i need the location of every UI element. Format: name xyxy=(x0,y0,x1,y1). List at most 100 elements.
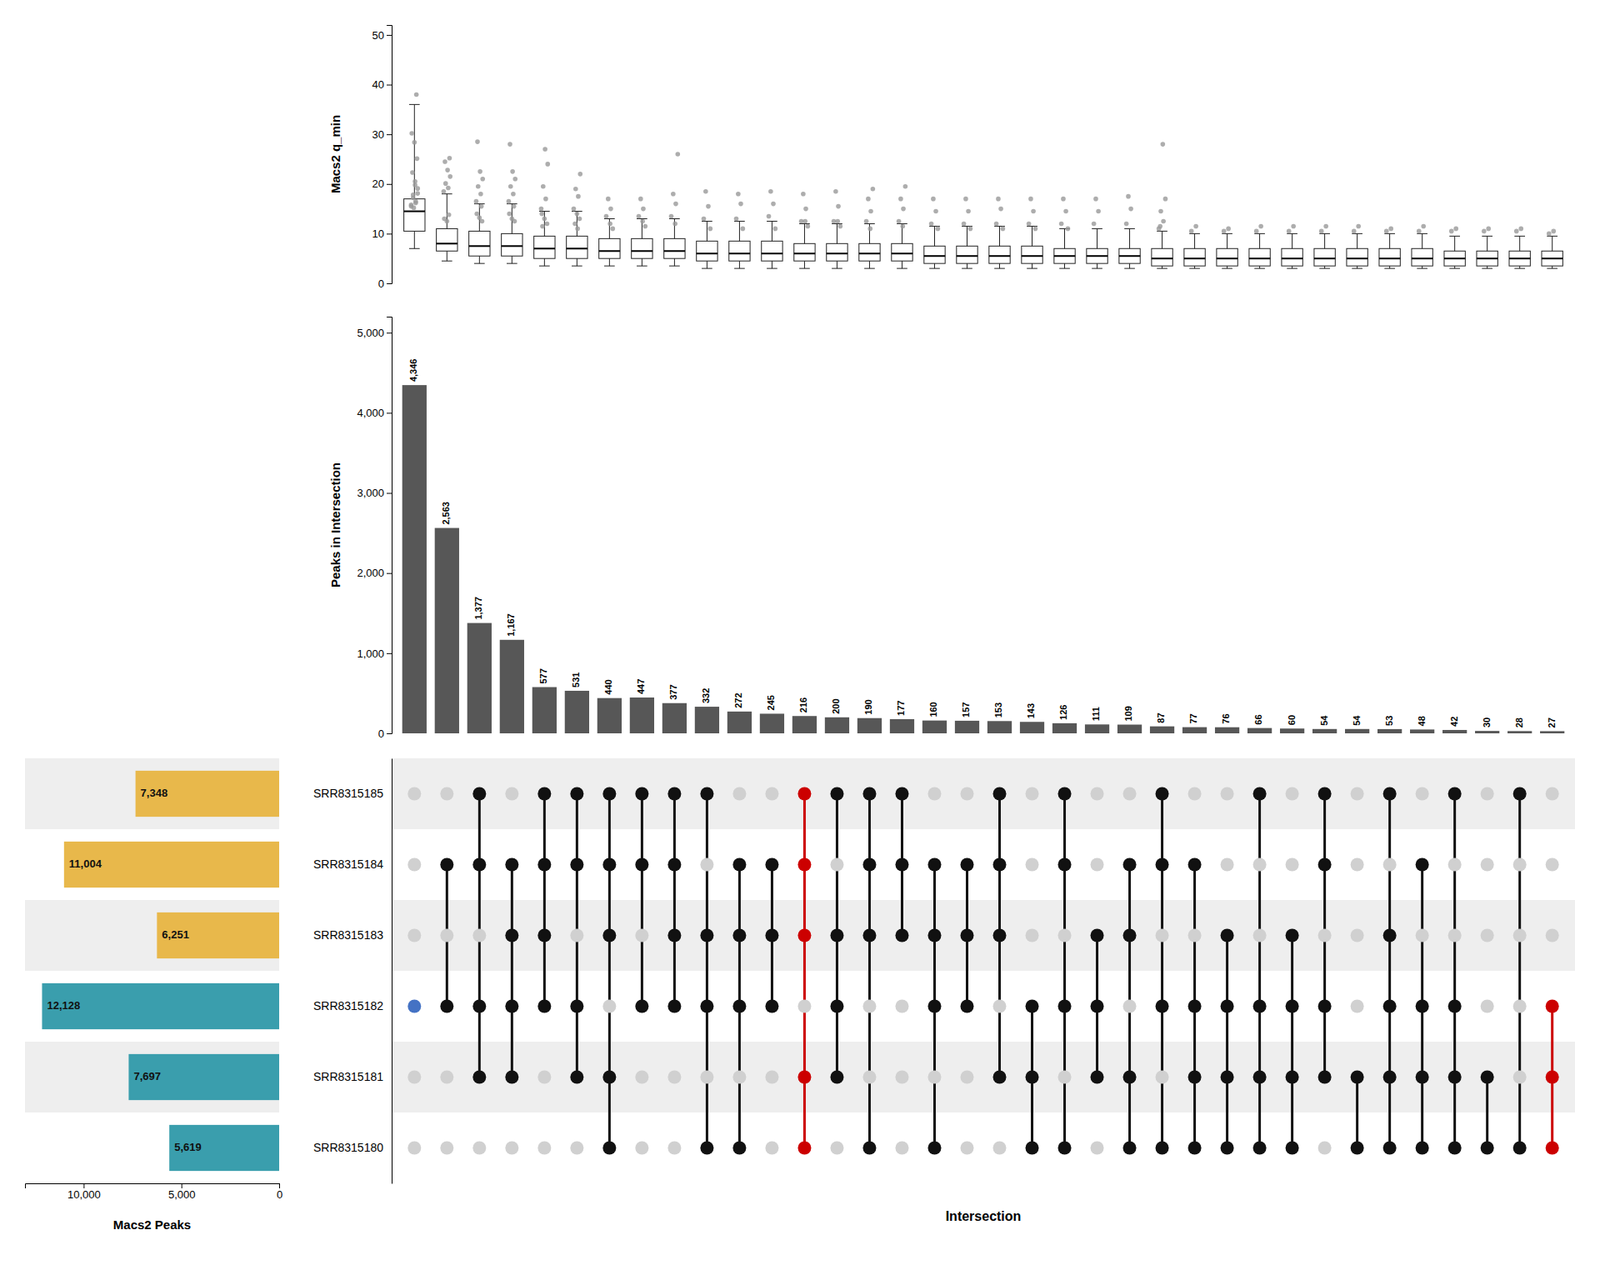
bar xyxy=(156,912,280,959)
flier xyxy=(770,201,776,207)
cap-low xyxy=(1481,268,1493,270)
dot-inactive xyxy=(1415,787,1430,801)
connector xyxy=(1518,794,1521,1149)
flier xyxy=(773,226,779,232)
bar xyxy=(1052,723,1077,734)
box xyxy=(924,196,945,269)
dot-active xyxy=(700,929,714,943)
dot-active xyxy=(960,858,974,872)
flier xyxy=(833,189,839,195)
data-label: 157 xyxy=(960,702,971,718)
dot-inactive xyxy=(1025,787,1040,801)
flier xyxy=(1160,219,1166,225)
box-body xyxy=(1249,248,1270,266)
dot-inactive xyxy=(1383,858,1397,872)
row-axis: SRR8315185SRR8315184SRR8315183SRR8315182… xyxy=(313,759,393,1185)
upset-plot: 01020304050Macs2 q_min4,3462,5631,3771,1… xyxy=(0,0,1600,1280)
dot-inactive xyxy=(765,787,779,801)
median xyxy=(1314,257,1335,260)
dot-active xyxy=(1090,1070,1105,1085)
dot-active xyxy=(570,787,584,801)
dot-inactive xyxy=(1253,858,1267,872)
box xyxy=(729,191,750,269)
flier xyxy=(441,216,447,222)
whisker-high xyxy=(1454,235,1455,251)
dot-active xyxy=(602,929,616,943)
dot-inactive xyxy=(1480,858,1495,872)
dot-inactive xyxy=(765,1070,779,1085)
box-body xyxy=(924,245,945,264)
flier xyxy=(410,195,416,201)
dot-inactive xyxy=(537,1141,551,1155)
box xyxy=(436,155,458,261)
y-axis: 01020304050 xyxy=(372,25,393,290)
data-label: 54 xyxy=(1351,715,1362,726)
cap-high xyxy=(766,220,778,222)
whisker-low xyxy=(511,255,513,264)
box xyxy=(989,196,1010,269)
box-body xyxy=(1346,248,1368,266)
data-label: 48 xyxy=(1416,715,1427,726)
dot-inactive xyxy=(602,1000,616,1014)
row-label: SRR8315182 xyxy=(313,999,384,1013)
dot-active xyxy=(1415,1070,1430,1085)
flier xyxy=(1518,226,1524,232)
tick: 3,000 xyxy=(356,486,392,500)
flier xyxy=(900,206,906,212)
box xyxy=(501,141,523,264)
dot-inactive xyxy=(635,1070,649,1085)
median xyxy=(1184,257,1205,260)
data-label: 4,346 xyxy=(408,359,419,383)
flier xyxy=(474,199,480,205)
dot-active xyxy=(1058,787,1072,801)
dot-active xyxy=(993,787,1007,801)
dot-active xyxy=(505,1070,519,1085)
flier xyxy=(670,191,676,197)
tick-label: 10 xyxy=(372,227,385,240)
box xyxy=(1476,226,1498,269)
whisker-high xyxy=(1259,233,1260,249)
box-body xyxy=(404,199,425,232)
flier xyxy=(930,196,936,202)
dot-active xyxy=(1383,1141,1397,1155)
dot-inactive xyxy=(570,1141,584,1155)
flier xyxy=(507,141,513,147)
dot-active xyxy=(602,858,616,872)
dot-inactive xyxy=(1448,858,1462,872)
dot-active xyxy=(505,929,519,943)
dot-active xyxy=(1480,1070,1495,1085)
dot-inactive xyxy=(1480,929,1495,943)
bar xyxy=(1475,730,1500,734)
dot-inactive xyxy=(1513,1000,1527,1014)
cap-low xyxy=(571,265,583,267)
axis-line xyxy=(391,759,393,1185)
box xyxy=(1379,226,1400,269)
flier xyxy=(441,189,447,195)
box-body xyxy=(534,235,555,259)
dot-inactive xyxy=(960,787,974,801)
box-body xyxy=(729,240,750,261)
flier xyxy=(475,184,481,190)
bar xyxy=(760,713,785,734)
row-label: SRR8315181 xyxy=(313,1070,384,1084)
dot-active xyxy=(1545,1141,1560,1155)
dot-active xyxy=(1155,1141,1170,1155)
dot-active xyxy=(570,858,584,872)
data-label: 153 xyxy=(993,702,1004,718)
flier xyxy=(803,206,809,212)
dot-active xyxy=(797,858,811,872)
flier xyxy=(506,199,512,205)
dot-inactive xyxy=(1513,929,1527,943)
flier xyxy=(1290,224,1296,230)
tick-label: 5,000 xyxy=(168,1188,196,1201)
dot-inactive xyxy=(1415,929,1430,943)
cap-low xyxy=(474,263,485,265)
dot-active xyxy=(797,1070,811,1085)
dot-inactive xyxy=(537,1070,551,1085)
flier xyxy=(995,196,1001,202)
median xyxy=(761,252,783,255)
flier xyxy=(572,221,578,227)
box-body xyxy=(1444,250,1465,266)
box xyxy=(1216,226,1238,269)
flier xyxy=(640,206,646,212)
